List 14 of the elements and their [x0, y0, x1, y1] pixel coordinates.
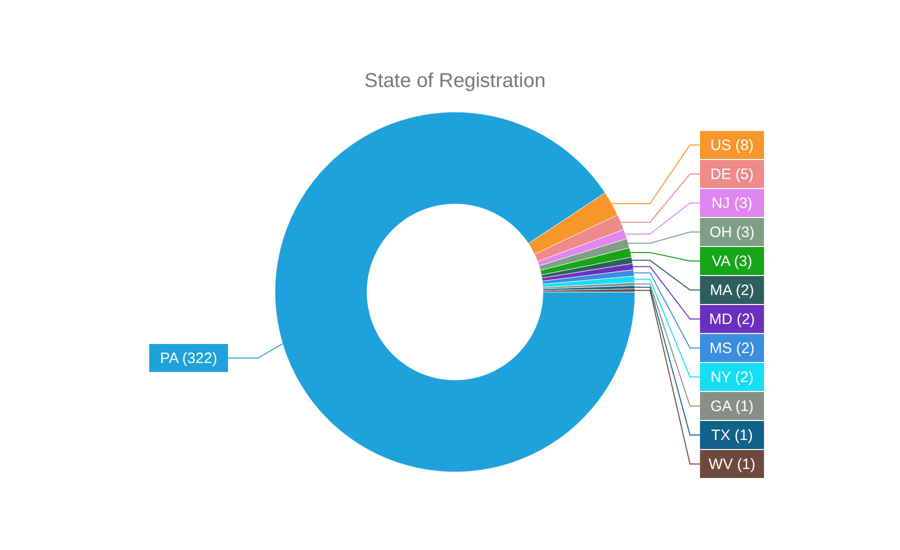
slice-label: PA (322): [160, 350, 218, 367]
slice-label: DE (5): [710, 166, 754, 183]
slice-label: OH (3): [710, 224, 755, 241]
slice-label: MD (2): [709, 311, 755, 328]
slice-label: VA (3): [712, 253, 752, 270]
slice-label: NY (2): [710, 369, 754, 386]
slice-label: US (8): [710, 137, 754, 154]
slice-label: GA (1): [710, 398, 754, 415]
slice-label: MS (2): [710, 340, 755, 357]
slice-label: MA (2): [710, 282, 754, 299]
slice-label: NJ (3): [712, 195, 752, 212]
chart-title: State of Registration: [364, 70, 546, 92]
slice-label: WV (1): [708, 456, 756, 473]
slice-label: TX (1): [711, 427, 753, 444]
